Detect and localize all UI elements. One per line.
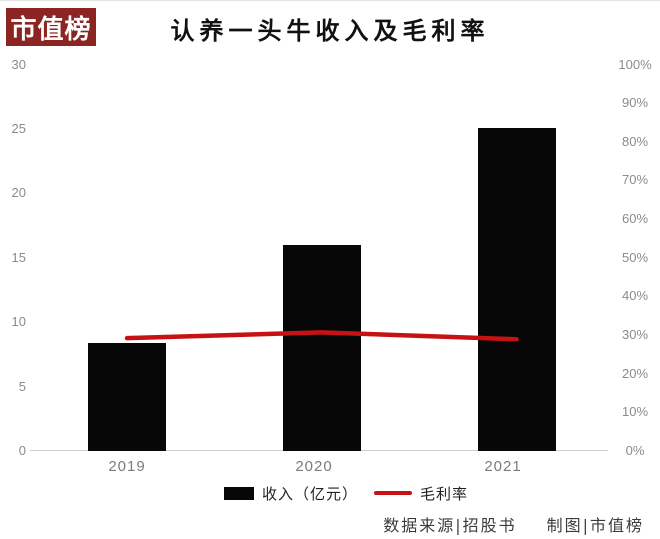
legend-item-revenue: 收入（亿元） — [223, 483, 358, 504]
right-axis-tick: 60% — [621, 211, 649, 227]
right-axis-tick: 100% — [618, 56, 652, 72]
right-axis-tick: 50% — [621, 249, 649, 265]
chart-credit-text: 制图|市值榜 — [546, 516, 644, 535]
brand-logo: 市值榜 — [6, 8, 96, 46]
bar-swatch-icon — [223, 486, 254, 500]
right-axis-tick: 70% — [621, 172, 649, 188]
line-swatch-icon — [374, 490, 412, 496]
left-axis-tick: 10 — [11, 314, 26, 330]
left-axis-tick: 15 — [11, 249, 26, 265]
data-source-text: 数据来源|招股书 — [383, 516, 517, 535]
right-axis-tick: 30% — [621, 327, 649, 343]
x-axis-label-2021: 2021 — [484, 458, 522, 475]
brand-logo-text: 市值榜 — [10, 14, 92, 45]
chart-title: 认养一头牛收入及毛利率 — [170, 16, 490, 45]
bar-2020 — [282, 244, 361, 451]
right-axis-tick: 0% — [625, 443, 645, 458]
right-axis-tick: 40% — [621, 288, 649, 304]
legend-label: 收入（亿元） — [261, 484, 358, 503]
left-axis-tick: 5 — [18, 378, 26, 394]
x-axis-label-2020: 2020 — [295, 458, 333, 475]
legend-label: 毛利率 — [420, 484, 469, 503]
footer-credits: 数据来源|招股书 制图|市值榜 — [383, 512, 644, 536]
x-axis-label-2019: 2019 — [108, 458, 146, 475]
left-axis-tick: 30 — [11, 56, 26, 72]
left-axis-tick: 0 — [18, 443, 26, 458]
right-axis-tick: 10% — [621, 404, 649, 420]
bar-2019 — [88, 342, 166, 451]
right-axis-tick: 80% — [621, 133, 649, 149]
left-axis-tick: 25 — [11, 120, 26, 136]
left-axis-tick: 20 — [11, 185, 26, 201]
bar-2021 — [477, 127, 556, 451]
legend-item-gross-margin: 毛利率 — [374, 483, 468, 504]
right-axis-tick: 20% — [621, 365, 649, 381]
chart-legend: 收入（亿元） 毛利率 — [0, 483, 660, 503]
right-axis-tick: 90% — [621, 95, 649, 111]
